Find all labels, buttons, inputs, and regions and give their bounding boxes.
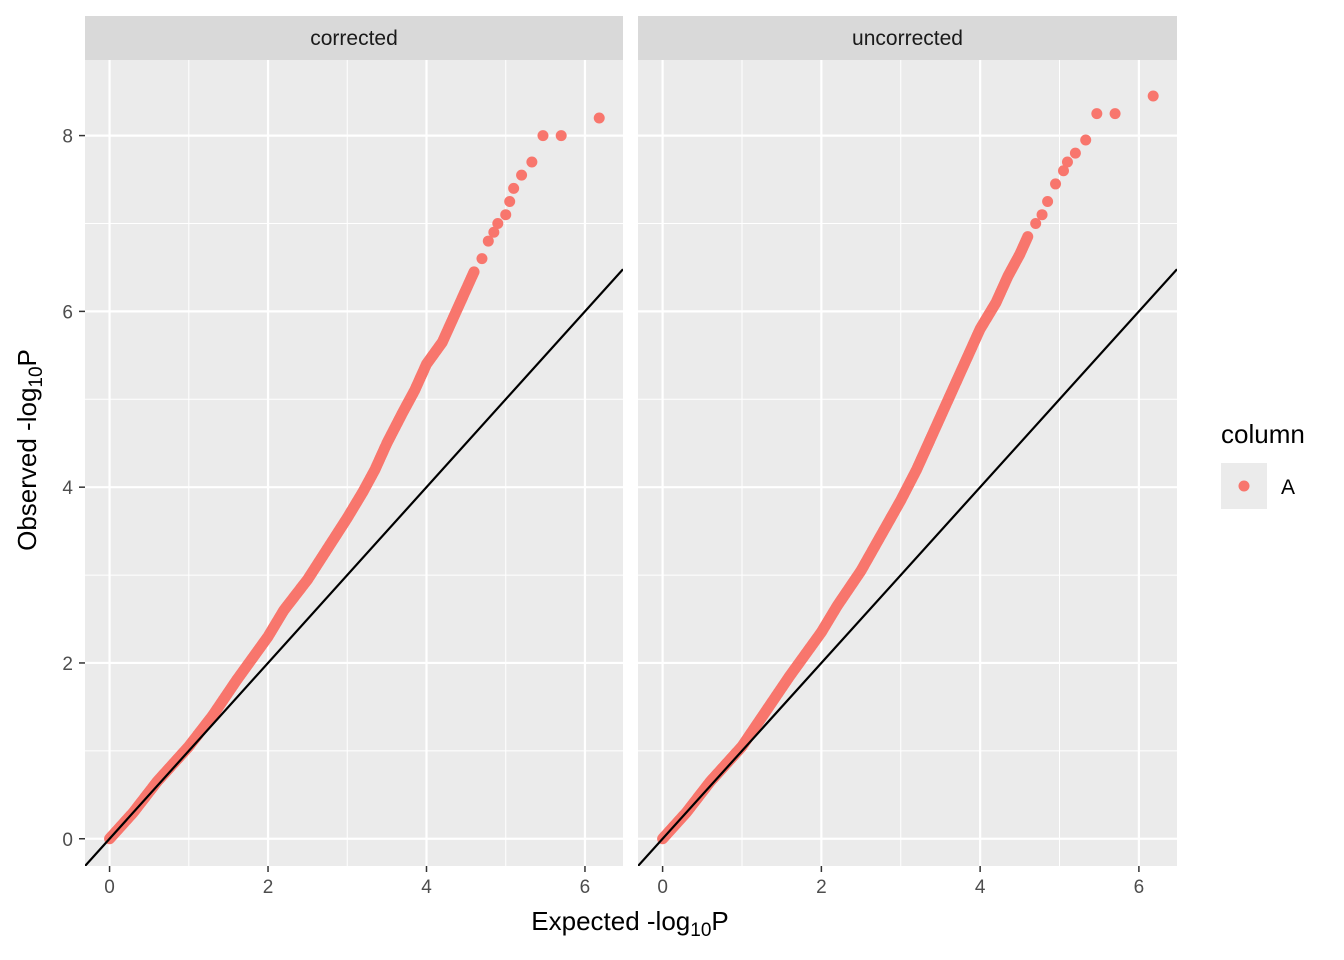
y-tick-label: 4 (62, 478, 73, 499)
data-point (516, 169, 528, 181)
facet-strip (85, 16, 623, 60)
reference-line (85, 268, 623, 866)
panels-layer: corrected uncorrected (85, 16, 1177, 866)
y-tick-label: 6 (62, 302, 73, 323)
y-tick-label: 0 (62, 830, 73, 851)
panel-corrected: corrected (85, 16, 623, 866)
legend-label-a: A (1281, 476, 1295, 499)
x-axis-title: Expected -log10P (531, 906, 728, 941)
data-point (488, 226, 500, 238)
data-point (593, 112, 605, 124)
data-point (1022, 231, 1034, 243)
data-point (468, 266, 480, 278)
y-axis-title: Observed -log10P (12, 349, 47, 551)
data-point (1080, 134, 1092, 146)
x-tick-label: 4 (975, 877, 986, 898)
x-tick-label: 0 (104, 877, 115, 898)
panel-background (638, 60, 1177, 866)
axes-layer: 0 2 4 6 0 2 4 6 0 2 4 6 8 (62, 127, 1144, 898)
x-tick-label: 2 (816, 877, 827, 898)
y-tick-label: 8 (62, 127, 73, 148)
x-tick-label: 0 (657, 877, 668, 898)
data-point (1091, 108, 1103, 120)
data-point (482, 235, 494, 247)
panel-uncorrected: uncorrected (638, 16, 1177, 866)
panel-plot-area (85, 112, 623, 866)
legend-key-point (1238, 480, 1250, 492)
data-point (508, 182, 520, 194)
data-point (500, 209, 512, 221)
data-point (526, 156, 538, 168)
x-tick-label: 6 (580, 877, 591, 898)
facet-strip-label: corrected (310, 27, 398, 50)
data-point (1042, 196, 1054, 208)
y-tick-label: 2 (62, 654, 73, 675)
data-point (1069, 147, 1081, 159)
x-tick-label: 6 (1134, 877, 1145, 898)
panel-background (85, 60, 623, 866)
facet-strip-label: uncorrected (852, 27, 963, 50)
data-point (1030, 217, 1042, 229)
x-tick-label: 2 (263, 877, 274, 898)
data-point (492, 217, 504, 229)
data-point (1057, 165, 1069, 177)
data-point (1147, 90, 1159, 102)
data-point (1050, 178, 1062, 190)
reference-line (638, 268, 1177, 866)
facet-strip (638, 16, 1177, 60)
x-tick-label: 4 (421, 877, 432, 898)
legend-title: column (1221, 419, 1305, 449)
legend: column A (1221, 419, 1305, 509)
data-point (1109, 108, 1121, 120)
data-point (504, 196, 516, 208)
data-point (1061, 156, 1073, 168)
panel-plot-area (638, 90, 1177, 866)
data-point (476, 253, 488, 265)
data-point (1036, 209, 1048, 221)
data-point (555, 130, 567, 142)
data-point (537, 130, 549, 142)
